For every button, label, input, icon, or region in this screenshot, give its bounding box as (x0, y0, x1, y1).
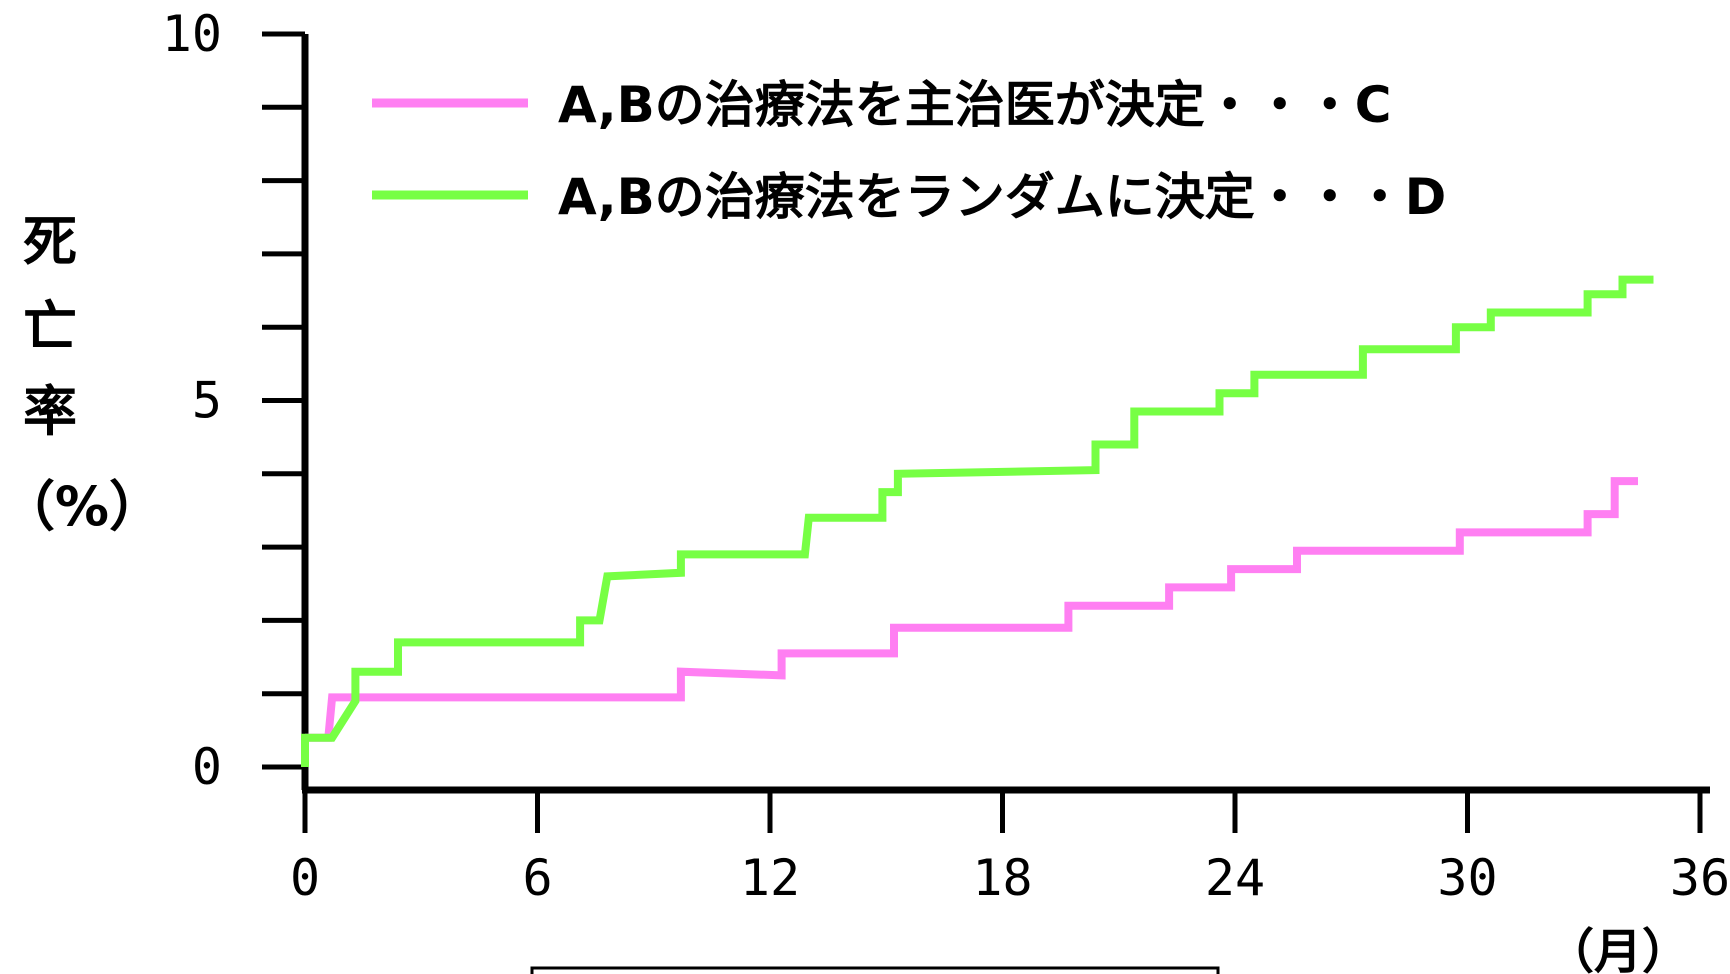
caption-box (530, 966, 1220, 974)
series-line-c (305, 477, 1638, 742)
x-tick-label: 18 (972, 849, 1032, 907)
x-tick-label: 0 (290, 849, 320, 907)
series-layer (301, 275, 1654, 767)
y-axis-label-line: （%） (1, 475, 163, 538)
y-tick-label: 10 (162, 5, 222, 63)
x-ticks: 0 6 12 18 24 30 36 (290, 790, 1730, 907)
y-axis-label-line: 亡 (23, 295, 77, 358)
y-tick-label: 0 (192, 738, 222, 796)
legend: A,Bの治療法を主治医が決定・・・C A,Bの治療法をランダムに決定・・・D (372, 76, 1446, 226)
x-tick-label: 12 (740, 849, 800, 907)
x-tick-label: 36 (1670, 849, 1730, 907)
series-line-d (301, 275, 1654, 767)
x-tick-label: 30 (1437, 849, 1497, 907)
x-axis-unit: （月） (1546, 924, 1690, 974)
y-tick-label: 5 (192, 372, 222, 430)
y-axis-label: 死 亡 率 （%） (1, 210, 163, 538)
x-tick-label: 6 (522, 849, 552, 907)
y-axis-label-line: 死 (23, 210, 77, 273)
y-ticks: 0 5 10 (162, 5, 305, 796)
y-axis-label-line: 率 (23, 380, 77, 443)
legend-label-d: A,Bの治療法をランダムに決定・・・D (558, 168, 1446, 226)
legend-label-c: A,Bの治療法を主治医が決定・・・C (558, 76, 1391, 134)
x-tick-label: 24 (1205, 849, 1265, 907)
